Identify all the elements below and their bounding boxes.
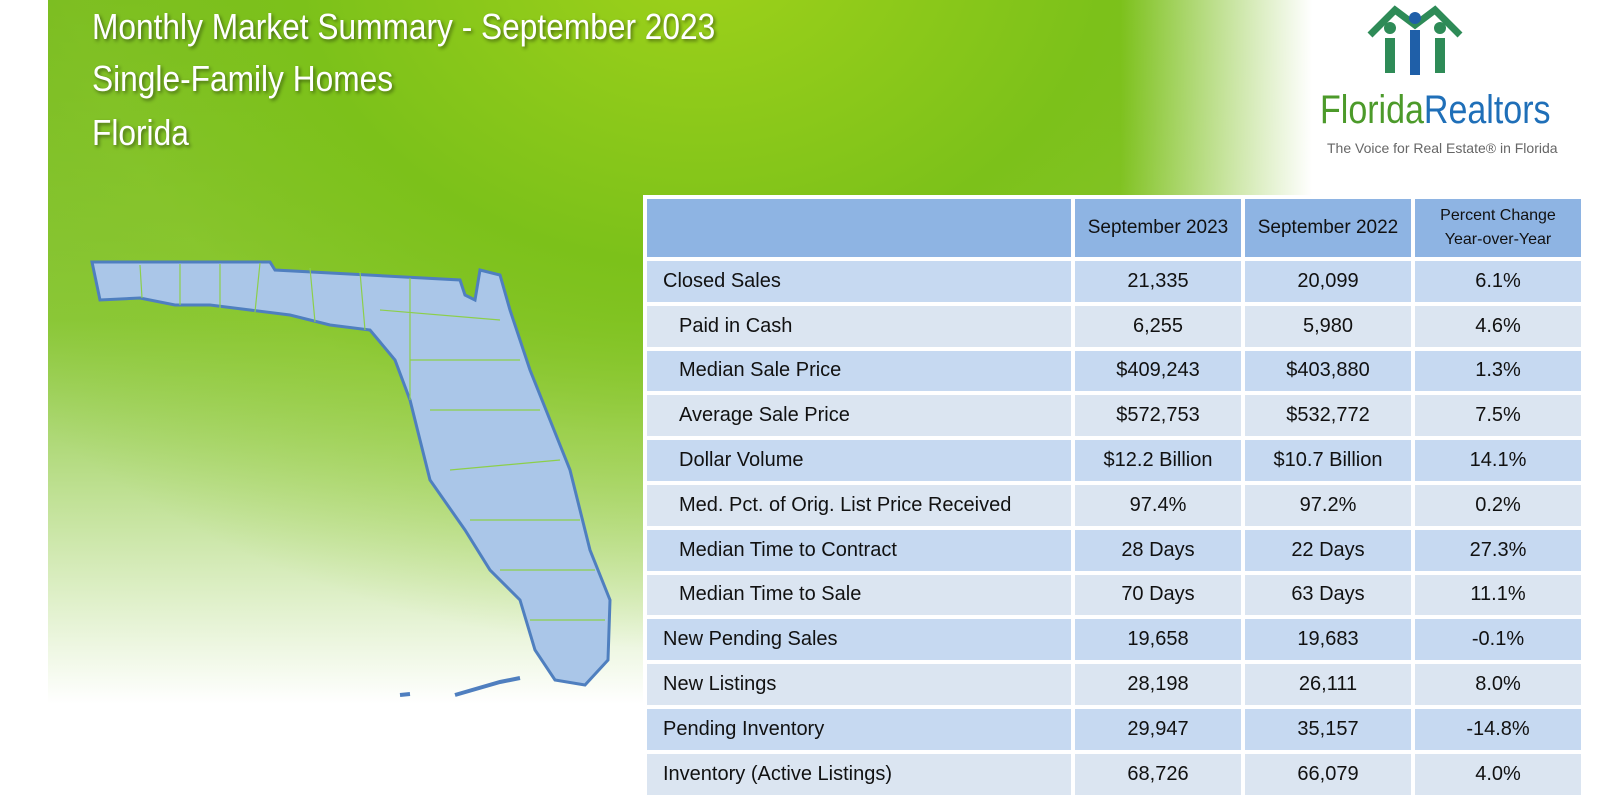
cell: $403,880 [1245,350,1411,392]
row-label: Closed Sales [647,261,1071,302]
cell: 8.0% [1415,664,1581,705]
table-row: Median Time to Sale 70 Days 63 Days 11.1% [647,574,1581,616]
table-row: Closed Sales 21,335 20,099 6.1% [647,261,1581,302]
table-row: Average Sale Price $572,753 $532,772 7.5% [647,395,1581,437]
table-row: Inventory (Active Listings) 68,726 66,079 4… [647,753,1581,795]
cell: 27.3% [1415,529,1581,571]
row-label: Dollar Volume [647,440,1071,481]
margin [0,0,48,800]
cell: 68,726 [1075,753,1241,795]
florida-map [90,260,612,697]
header-text: Percent Change [1440,207,1556,224]
cell: 5,980 [1245,305,1411,347]
table-row: New Listings 28,198 26,111 8.0% [647,664,1581,705]
table-body: Closed Sales 21,335 20,099 6.1% Paid in Cash… [647,261,1581,795]
state-shape [90,260,612,687]
cell: 97.4% [1075,484,1241,526]
title: Monthly Market Summary - September 2023 [92,6,716,47]
row-label: New Listings [647,664,1071,705]
cell: 6.1% [1415,261,1581,302]
header-cell: September 2022 [1245,199,1411,257]
logo-tagline: The Voice for Real Estate® in Florida [1327,140,1558,156]
cell: 19,683 [1245,619,1411,661]
cell: 4.0% [1415,753,1581,795]
logo-name: FloridaRealtors [1320,88,1551,133]
cell: $409,243 [1075,350,1241,392]
cell: 97.2% [1245,484,1411,526]
cell: 22 Days [1245,529,1411,571]
cell: 21,335 [1075,261,1241,302]
header-cell: Percent Change Year-over-Year [1415,199,1581,257]
table-row: Median Sale Price $409,243 $403,880 1.3% [647,350,1581,392]
row-label: Median Sale Price [647,350,1071,392]
row-label: Median Time to Contract [647,529,1071,571]
cell: 26,111 [1245,664,1411,705]
cell: 6,255 [1075,305,1241,347]
cell: $12.2 Billion [1075,440,1241,481]
row-label: Inventory (Active Listings) [647,753,1071,795]
cell: $10.7 Billion [1245,440,1411,481]
cell: 28 Days [1075,529,1241,571]
header-cell [647,199,1071,257]
cell: 19,658 [1075,619,1241,661]
cell: 14.1% [1415,440,1581,481]
summary-table: September 2023 September 2022 Percent Chan… [643,195,1585,799]
logo-name-2: Realtors [1423,88,1551,132]
cell: 7.5% [1415,395,1581,437]
county-lines [139,262,605,621]
cell: 35,157 [1245,708,1411,750]
cell: 70 Days [1075,574,1241,616]
row-label: Average Sale Price [647,395,1071,437]
row-label: Median Time to Sale [647,574,1071,616]
logo-name-1: Florida [1320,88,1424,132]
table-row: Med. Pct. of Orig. List Price Received 97… [647,484,1581,526]
logo-icon [1367,5,1463,75]
cell: 1.3% [1415,350,1581,392]
subtitle: Single-Family Homes [92,58,394,99]
cell: $532,772 [1245,395,1411,437]
cell: -14.8% [1415,708,1581,750]
cell: 20,099 [1245,261,1411,302]
row-label: Paid in Cash [647,305,1071,347]
region: Florida [92,112,189,153]
table-row: Pending Inventory 29,947 35,157 -14.8% [647,708,1581,750]
cell: $572,753 [1075,395,1241,437]
cell: 63 Days [1245,574,1411,616]
cell: 11.1% [1415,574,1581,616]
cell: 4.6% [1415,305,1581,347]
logo: FloridaRealtors The Voice for Real Estat… [1300,0,1600,170]
cell: 66,079 [1245,753,1411,795]
table-row: Paid in Cash 6,255 5,980 4.6% [647,305,1581,347]
header-row: September 2023 September 2022 Percent Chan… [647,199,1581,257]
header-text: Year-over-Year [1444,231,1552,248]
table-row: New Pending Sales 19,658 19,683 -0.1% [647,619,1581,661]
cell: 28,198 [1075,664,1241,705]
cell: 0.2% [1415,484,1581,526]
cell: -0.1% [1415,619,1581,661]
table-row: Median Time to Contract 28 Days 22 Days 27.… [647,529,1581,571]
cell: 29,947 [1075,708,1241,750]
keys [399,676,521,697]
table-row: Dollar Volume $12.2 Billion $10.7 Billion 1… [647,440,1581,481]
row-label: New Pending Sales [647,619,1071,661]
row-label: Pending Inventory [647,708,1071,750]
row-label: Med. Pct. of Orig. List Price Received [647,484,1071,526]
header-cell: September 2023 [1075,199,1241,257]
